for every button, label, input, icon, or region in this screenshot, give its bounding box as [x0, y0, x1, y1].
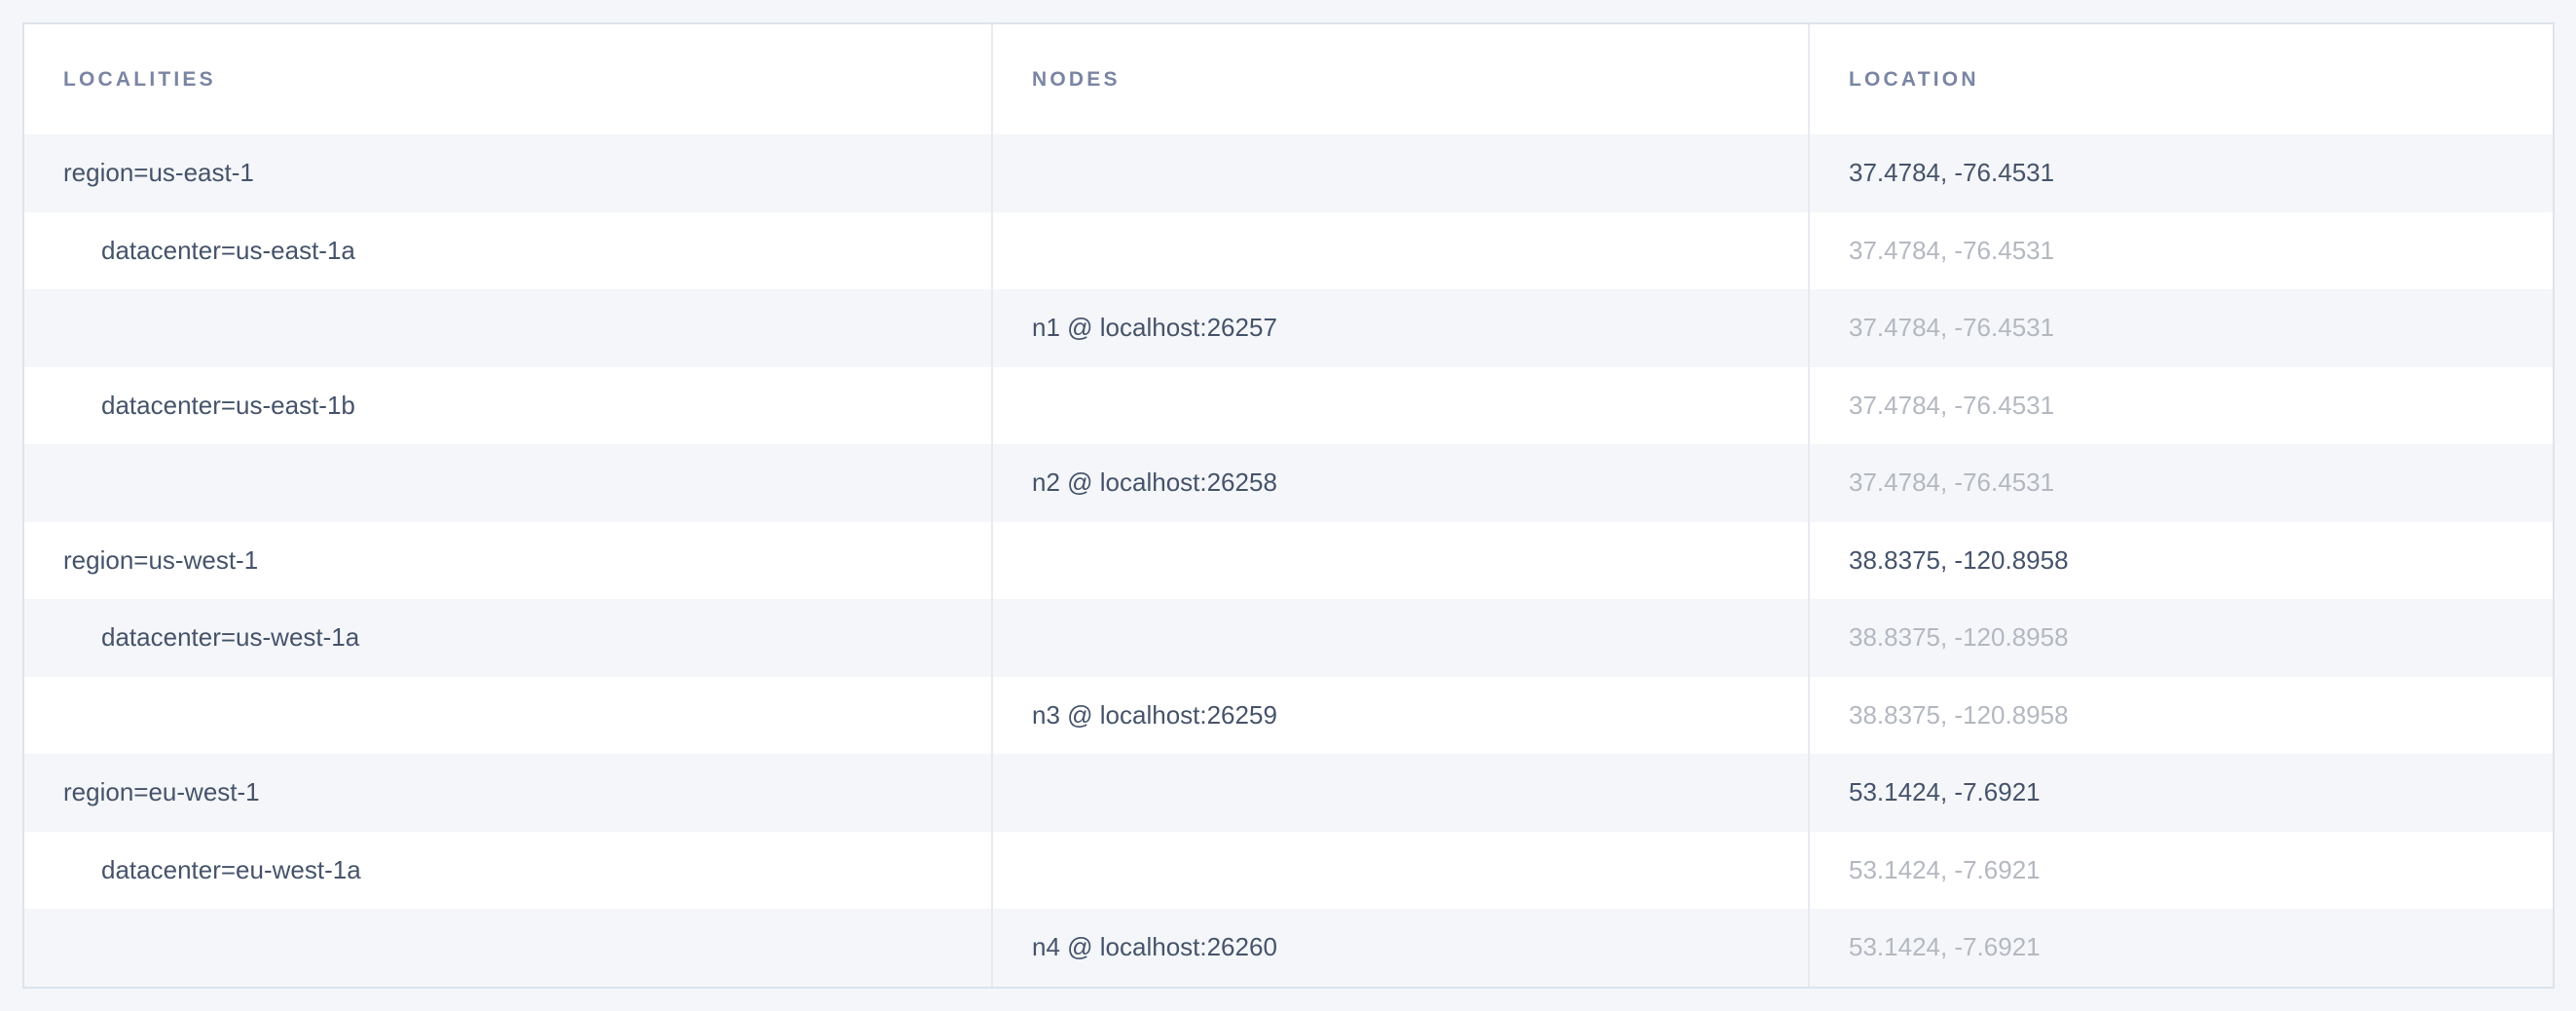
node-cell: [991, 831, 1808, 909]
table-header-row: Localities Nodes Location: [24, 24, 2553, 134]
locality-cell: datacenter=eu-west-1a: [24, 832, 991, 910]
locality-label: region=us-east-1: [63, 158, 254, 188]
table-row-datacenter: datacenter=us-west-1a 38.8375, -120.8958: [24, 599, 2553, 677]
table-row-region: region=eu-west-1 53.1424, -7.6921: [24, 754, 2553, 832]
locality-cell: datacenter=us-east-1b: [24, 367, 991, 445]
column-header-localities: Localities: [24, 24, 991, 134]
location-value: 53.1424, -7.6921: [1849, 777, 2041, 807]
location-cell: 38.8375, -120.8958: [1808, 676, 2553, 754]
node-label: n2 @ localhost:26258: [1032, 468, 1277, 498]
location-cell: 53.1424, -7.6921: [1808, 909, 2553, 987]
locality-label: region=us-west-1: [63, 544, 259, 575]
column-header-location-label: Location: [1849, 67, 1979, 91]
location-value: 38.8375, -120.8958: [1849, 544, 2069, 575]
locality-cell: [24, 677, 991, 755]
table-row-node: n2 @ localhost:26258 37.4784, -76.4531: [24, 444, 2553, 522]
node-cell: [991, 366, 1808, 444]
node-cell: n3 @ localhost:26259: [991, 676, 1808, 754]
location-cell: 37.4784, -76.4531: [1808, 366, 2553, 444]
locality-cell: datacenter=us-east-1a: [24, 212, 991, 290]
locality-cell: [24, 289, 991, 367]
locality-cell: datacenter=us-west-1a: [24, 599, 991, 677]
node-cell: [991, 134, 1808, 212]
node-cell: [991, 521, 1808, 599]
location-cell: 53.1424, -7.6921: [1808, 754, 2553, 832]
locality-cell: [24, 444, 991, 522]
column-header-location: Location: [1808, 24, 2553, 134]
node-cell: n1 @ localhost:26257: [991, 289, 1808, 367]
locality-label: datacenter=eu-west-1a: [101, 854, 361, 884]
location-cell: 37.4784, -76.4531: [1808, 444, 2553, 522]
location-cell: 37.4784, -76.4531: [1808, 289, 2553, 367]
node-label: n1 @ localhost:26257: [1032, 313, 1277, 343]
node-label: n3 @ localhost:26259: [1032, 699, 1277, 730]
location-value: 37.4784, -76.4531: [1849, 468, 2055, 498]
node-label: n4 @ localhost:26260: [1032, 932, 1277, 962]
table-row-datacenter: datacenter=us-east-1a 37.4784, -76.4531: [24, 211, 2553, 290]
location-value: 53.1424, -7.6921: [1849, 854, 2041, 884]
locality-label: datacenter=us-west-1a: [101, 622, 360, 653]
node-cell: n4 @ localhost:26260: [991, 909, 1808, 987]
location-cell: 38.8375, -120.8958: [1808, 599, 2553, 677]
table-body: region=us-east-1 37.4784, -76.4531 datacen…: [24, 134, 2553, 987]
location-value: 38.8375, -120.8958: [1849, 699, 2069, 730]
locality-label: datacenter=us-east-1b: [101, 390, 355, 420]
locality-cell: [24, 909, 991, 987]
locality-label: datacenter=us-east-1a: [101, 235, 355, 265]
locality-cell: region=us-east-1: [24, 134, 991, 212]
table-row-datacenter: datacenter=us-east-1b 37.4784, -76.4531: [24, 366, 2553, 445]
localities-table: Localities Nodes Location region=us-east…: [22, 22, 2555, 989]
table-row-node: n4 @ localhost:26260 53.1424, -7.6921: [24, 909, 2553, 987]
table-row-datacenter: datacenter=eu-west-1a 53.1424, -7.6921: [24, 831, 2553, 910]
column-header-nodes: Nodes: [991, 24, 1808, 134]
location-cell: 53.1424, -7.6921: [1808, 831, 2553, 909]
node-cell: [991, 211, 1808, 289]
location-value: 53.1424, -7.6921: [1849, 932, 2041, 962]
column-header-nodes-label: Nodes: [1032, 67, 1121, 91]
location-cell: 37.4784, -76.4531: [1808, 211, 2553, 289]
node-cell: [991, 599, 1808, 677]
table-row-region: region=us-west-1 38.8375, -120.8958: [24, 521, 2553, 600]
locality-label: region=eu-west-1: [63, 777, 260, 807]
location-value: 37.4784, -76.4531: [1849, 313, 2055, 343]
location-cell: 38.8375, -120.8958: [1808, 521, 2553, 599]
table-row-node: n1 @ localhost:26257 37.4784, -76.4531: [24, 289, 2553, 367]
location-value: 37.4784, -76.4531: [1849, 390, 2055, 420]
location-value: 37.4784, -76.4531: [1849, 235, 2055, 265]
locality-cell: region=eu-west-1: [24, 754, 991, 832]
location-value: 38.8375, -120.8958: [1849, 622, 2069, 653]
locality-cell: region=us-west-1: [24, 522, 991, 600]
node-cell: n2 @ localhost:26258: [991, 444, 1808, 522]
node-cell: [991, 754, 1808, 832]
column-header-localities-label: Localities: [63, 67, 216, 91]
location-value: 37.4784, -76.4531: [1849, 158, 2055, 188]
table-row-region: region=us-east-1 37.4784, -76.4531: [24, 134, 2553, 212]
location-cell: 37.4784, -76.4531: [1808, 134, 2553, 212]
table-row-node: n3 @ localhost:26259 38.8375, -120.8958: [24, 676, 2553, 755]
